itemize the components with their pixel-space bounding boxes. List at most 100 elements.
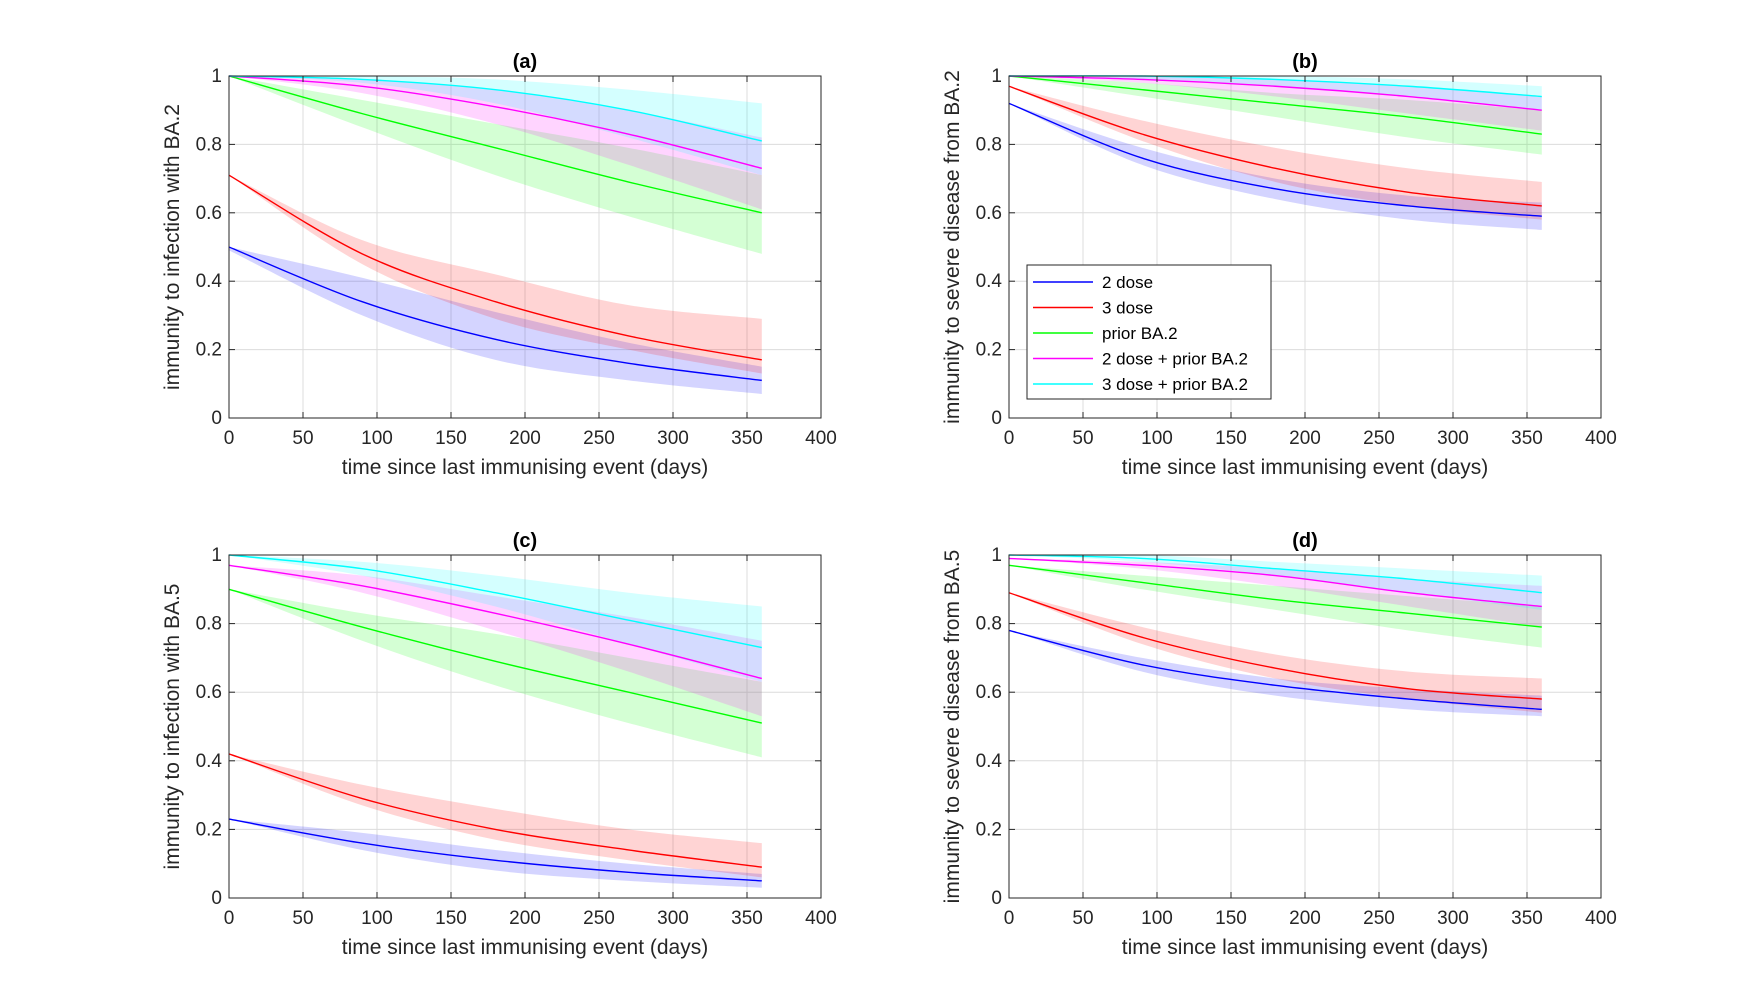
band-2-dose	[229, 247, 762, 395]
line-2-dose	[228, 246, 762, 382]
x-tick-label: 350	[731, 428, 763, 449]
line-3-dose	[228, 753, 762, 868]
x-tick-label: 0	[224, 908, 235, 929]
y-tick-label: 0.8	[196, 134, 222, 155]
line-3-dose	[1008, 85, 1542, 207]
line-3-dose	[1008, 592, 1542, 700]
x-tick-label: 0	[224, 428, 235, 449]
y-tick-label: 1	[211, 66, 222, 87]
x-tick-label: 150	[1215, 428, 1247, 449]
x-tick-label: 200	[509, 428, 541, 449]
band-prior-ba-2	[229, 589, 762, 758]
x-axis-label: time since last immunising event (days)	[1122, 936, 1488, 959]
x-tick-label: 400	[1585, 428, 1617, 449]
x-tick-label: 250	[583, 428, 615, 449]
y-tick-label: 0	[211, 408, 222, 429]
x-tick-label: 200	[509, 908, 541, 929]
y-axis-label: immunity to infection with BA.2	[161, 104, 184, 390]
line-2-dose-prior-ba-2	[1008, 557, 1542, 608]
band-prior-ba-2	[1009, 76, 1542, 155]
band-2-dose-prior-ba-2	[229, 565, 762, 717]
y-tick-label: 0	[991, 888, 1002, 909]
line-prior-ba-2	[1008, 564, 1542, 628]
x-tick-label: 400	[1585, 908, 1617, 929]
line-2-dose-prior-ba-2	[228, 564, 762, 680]
x-tick-label: 350	[1511, 428, 1543, 449]
x-axis-label: time since last immunising event (days)	[342, 936, 708, 959]
band-2-dose-prior-ba-2	[229, 76, 762, 210]
y-tick-label: 0.2	[976, 819, 1002, 840]
band-2-dose-prior-ba-2	[1009, 75, 1542, 131]
band-3-dose-prior-ba-2	[229, 555, 762, 682]
x-tick-label: 250	[1363, 908, 1395, 929]
line-prior-ba-2	[228, 588, 762, 724]
band-2-dose	[1009, 103, 1542, 230]
x-tick-label: 50	[292, 908, 313, 929]
band-3-dose-prior-ba-2	[1009, 75, 1542, 111]
y-tick-label: 0.6	[976, 203, 1002, 224]
y-tick-label: 0.8	[196, 614, 222, 635]
y-tick-label: 0.8	[976, 134, 1002, 155]
legend-box	[1026, 264, 1272, 400]
x-axis-label: time since last immunising event (days)	[1122, 456, 1488, 479]
legend-item: 2 dose	[1102, 273, 1153, 292]
y-tick-label: 0.2	[976, 340, 1002, 361]
legend: 2 dose 3 dose prior BA.2 2 dose + prior BA.…	[1026, 264, 1272, 400]
y-tick-label: 0.2	[196, 819, 222, 840]
y-tick-label: 0.4	[196, 271, 223, 292]
y-tick-label: 1	[991, 66, 1002, 87]
x-tick-label: 50	[1072, 908, 1093, 929]
line-3-dose-prior-ba-2	[1008, 554, 1542, 594]
x-tick-label: 200	[1289, 908, 1321, 929]
line-2-dose-prior-ba-2	[1008, 75, 1542, 111]
x-tick-label: 250	[1363, 428, 1395, 449]
y-tick-label: 0.4	[976, 271, 1003, 292]
x-tick-label: 100	[361, 908, 393, 929]
legend-item: prior BA.2	[1102, 324, 1178, 343]
x-tick-label: 150	[435, 908, 467, 929]
line-2-dose	[228, 818, 762, 882]
legend-item: 3 dose + prior BA.2	[1102, 375, 1248, 394]
y-axis-label: immunity to severe disease from BA.5	[941, 550, 964, 904]
y-tick-label: 0.6	[976, 682, 1002, 703]
x-tick-label: 150	[1215, 908, 1247, 929]
panel-a: 0 50 100 150 200 250 300 350 400 0 0.2 0.4 0.6 0.8 1 ti…	[161, 51, 837, 479]
x-tick-label: 350	[1511, 908, 1543, 929]
x-axis-label: time since last immunising event (days)	[342, 456, 708, 479]
y-tick-label: 0	[991, 408, 1002, 429]
y-tick-label: 0	[211, 888, 222, 909]
band-2-dose	[229, 819, 762, 888]
y-tick-label: 1	[211, 545, 222, 566]
x-tick-label: 250	[583, 908, 615, 929]
line-prior-ba-2	[1008, 75, 1542, 135]
panel-title: (a)	[513, 51, 537, 73]
x-tick-label: 350	[731, 908, 763, 929]
band-3-dose	[229, 753, 762, 878]
y-tick-label: 0.6	[196, 203, 222, 224]
x-tick-label: 50	[1072, 428, 1093, 449]
x-tick-label: 300	[1437, 908, 1469, 929]
legend-item: 2 dose + prior BA.2	[1102, 350, 1248, 369]
band-2-dose	[1009, 630, 1542, 717]
line-3-dose-prior-ba-2	[228, 75, 762, 142]
x-tick-label: 100	[1141, 908, 1173, 929]
panel-b: 0 50 100 150 200 250 300 350 400 0 0.2 0.4 0.6 0.8 1 ti…	[941, 51, 1617, 479]
line-3-dose	[228, 174, 762, 361]
y-tick-label: 0.4	[976, 751, 1003, 772]
band-prior-ba-2	[1009, 565, 1542, 648]
x-tick-label: 100	[361, 428, 393, 449]
line-2-dose	[1008, 629, 1542, 711]
band-3-dose	[1009, 86, 1542, 220]
band-2-dose-prior-ba-2	[1009, 558, 1542, 628]
y-tick-label: 0.4	[196, 751, 223, 772]
panel-title: (c)	[513, 530, 537, 552]
x-tick-label: 300	[657, 908, 689, 929]
y-tick-label: 0.2	[196, 340, 222, 361]
panel-d: 0 50 100 150 200 250 300 350 400 0 0.2 0.4 0.6 0.8 1 ti…	[941, 530, 1617, 959]
x-tick-label: 400	[805, 908, 837, 929]
legend-item: 3 dose	[1102, 299, 1153, 318]
x-tick-label: 100	[1141, 428, 1173, 449]
y-axis-label: immunity to severe disease from BA.2	[941, 70, 964, 424]
y-tick-label: 1	[991, 545, 1002, 566]
x-tick-label: 0	[1004, 908, 1015, 929]
